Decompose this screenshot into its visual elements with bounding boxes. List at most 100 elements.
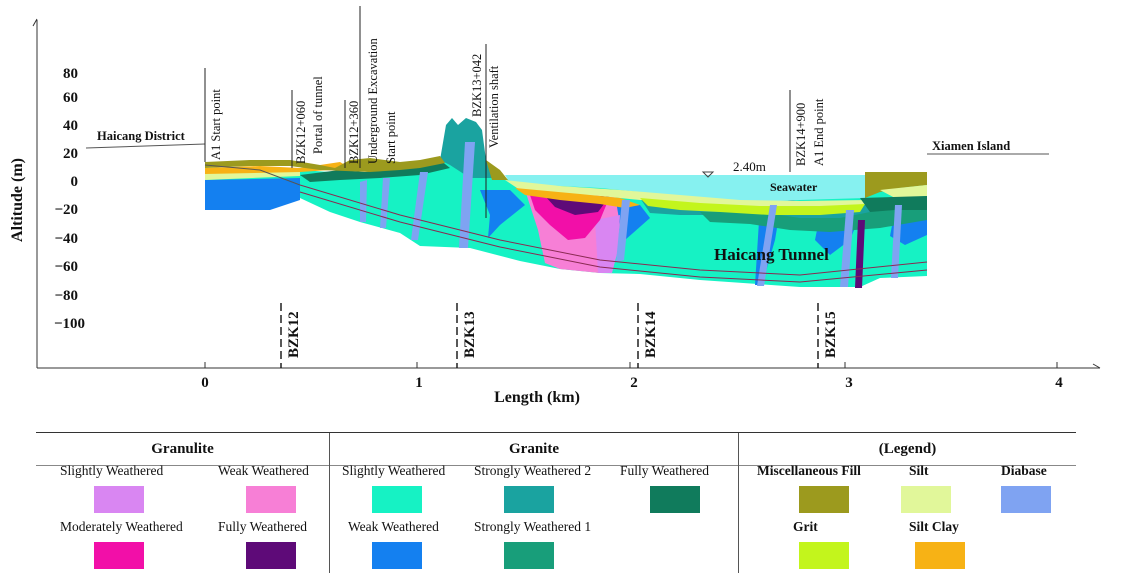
y-tick-label: −40 — [54, 231, 78, 247]
legend-item: Moderately Weathered — [60, 519, 210, 569]
diabase-dike — [616, 200, 630, 262]
tunnel-label: Haicang Tunnel — [714, 245, 829, 264]
legend-item-label: Grit — [793, 519, 818, 534]
legend-item: Miscellaneous Fill — [757, 463, 907, 513]
legend-panel-title: (Legend) — [878, 441, 937, 457]
legend-swatch — [372, 486, 422, 513]
granite-fully-weathered-layer — [855, 220, 865, 288]
legend-item-label: Miscellaneous Fill — [757, 463, 861, 478]
miscellaneous-fill-layer — [865, 172, 927, 198]
seawater-layer — [505, 175, 865, 202]
station-lines — [204, 6, 791, 218]
legend-panel-granulite: Granulite Slightly Weathered Weak Weathe… — [36, 433, 329, 573]
legend-swatch — [901, 486, 951, 513]
legend-item-label: Moderately Weathered — [60, 519, 183, 534]
x-tick-label: 4 — [1055, 375, 1063, 391]
legend-item-label: Weak Weathered — [348, 519, 439, 534]
legend-item: Weak Weathered — [348, 519, 498, 569]
legend-swatch — [799, 486, 849, 513]
station-label-portal: Portal of tunnel — [311, 76, 325, 154]
x-tick-label: 2 — [630, 375, 638, 391]
seawater-label: Seawater — [770, 180, 818, 194]
station-label-ventilation: Ventilation shaft — [487, 65, 501, 148]
diabase-dike — [411, 172, 428, 240]
borehole-label: BZK12 — [286, 311, 302, 358]
legend-item-label: Strongly Weathered 1 — [474, 519, 592, 534]
legend-item-label: Silt — [909, 463, 929, 478]
station-label-start-point: Start point — [384, 111, 398, 164]
x-ticks — [204, 362, 1058, 368]
legend-panel-misc: (Legend) Miscellaneous Fill Silt Diabase… — [738, 433, 1076, 573]
legend-item: Fully Weathered — [218, 519, 368, 569]
grit-layer — [640, 198, 865, 215]
y-axis-arrow — [32, 18, 38, 27]
legend-panel-title: Granite — [509, 441, 559, 457]
legend-panel-granite: Granite Slightly Weathered Strongly Weat… — [329, 433, 738, 573]
legend-item-label: Fully Weathered — [620, 463, 710, 478]
legend-item: Grit — [793, 519, 943, 569]
y-tick-label: −60 — [54, 259, 78, 275]
y-tick-label: 80 — [63, 66, 78, 82]
geological-section — [204, 118, 928, 288]
x-tick-label: 3 — [845, 375, 853, 391]
granite-weak-weathered-layer — [480, 190, 525, 238]
legend-item: Diabase — [1001, 463, 1129, 513]
legend-swatch — [1001, 486, 1051, 513]
legend-divider — [330, 465, 738, 466]
legend-item: Fully Weathered — [620, 463, 770, 513]
miscellaneous-fill-layer — [486, 160, 508, 180]
y-axis-label: Altitude (m) — [9, 158, 26, 242]
place-leader — [85, 143, 206, 149]
legend-swatch — [915, 542, 965, 569]
y-tick-label: 20 — [63, 146, 78, 162]
tunnel-line — [299, 184, 928, 276]
geological-section-figure: Altitude (m) 80 60 40 20 0 −20 −40 −60 −… — [9, 6, 1101, 406]
diabase-dike — [757, 205, 777, 286]
station-label-bzk13-042: BZK13+042 — [470, 54, 484, 117]
station-label-underground: Underground Excavation — [366, 37, 380, 164]
legend-item: Silt — [901, 463, 1059, 513]
y-tick-label: −20 — [54, 202, 78, 218]
diabase-dike — [360, 180, 367, 222]
borehole-label: BZK14 — [643, 311, 659, 358]
legend-panel-title: Granulite — [151, 441, 214, 457]
borehole-label: BZK15 — [823, 311, 839, 358]
borehole-label: BZK13 — [462, 311, 478, 358]
x-tick-label: 0 — [201, 375, 209, 391]
y-tick-label: 40 — [63, 118, 78, 134]
y-tick-label: 60 — [63, 90, 78, 106]
legend-divider — [739, 465, 1076, 466]
x-axis-arrow — [1092, 363, 1101, 369]
diabase-dikes — [360, 142, 902, 287]
y-tick-label: −100 — [54, 316, 85, 332]
granite-fully-weathered-layer — [860, 196, 927, 212]
y-tick-labels: 80 60 40 20 0 −20 −40 −60 −80 −100 — [54, 66, 85, 332]
legend-item: Strongly Weathered 2 — [474, 463, 624, 513]
legend-swatch — [94, 486, 144, 513]
legend-swatch — [799, 542, 849, 569]
boreholes — [280, 303, 819, 368]
legend-item-label: Slightly Weathered — [342, 463, 446, 478]
legend-item-label: Weak Weathered — [218, 463, 309, 478]
legend-item-label: Silt Clay — [909, 519, 959, 534]
borehole-trace — [204, 164, 301, 186]
miscellaneous-fill-layer — [205, 156, 445, 172]
station-labels: A1 Start point BZK12+060 Portal of tunne… — [209, 37, 826, 166]
silt-layer — [505, 180, 865, 210]
station-label-bzk14-900: BZK14+900 — [794, 103, 808, 166]
legend-swatch — [246, 486, 296, 513]
legend-item: Slightly Weathered — [342, 463, 492, 513]
x-axis-label: Length (km) — [494, 389, 580, 406]
legend-swatch — [504, 486, 554, 513]
x-tick-label: 1 — [415, 375, 423, 391]
borehole-labels: BZK12 BZK13 BZK14 BZK15 — [286, 311, 839, 358]
diabase-dike — [840, 210, 854, 287]
legend-swatch — [94, 542, 144, 569]
x-tick-labels: 0 1 2 3 4 — [201, 375, 1063, 391]
water-level-label: 2.40m — [733, 159, 766, 174]
legend-swatch — [246, 542, 296, 569]
legend-swatch — [650, 486, 700, 513]
diabase-dike — [891, 205, 902, 278]
tunnel-line — [299, 191, 928, 283]
legend-item-label: Diabase — [1001, 463, 1047, 478]
